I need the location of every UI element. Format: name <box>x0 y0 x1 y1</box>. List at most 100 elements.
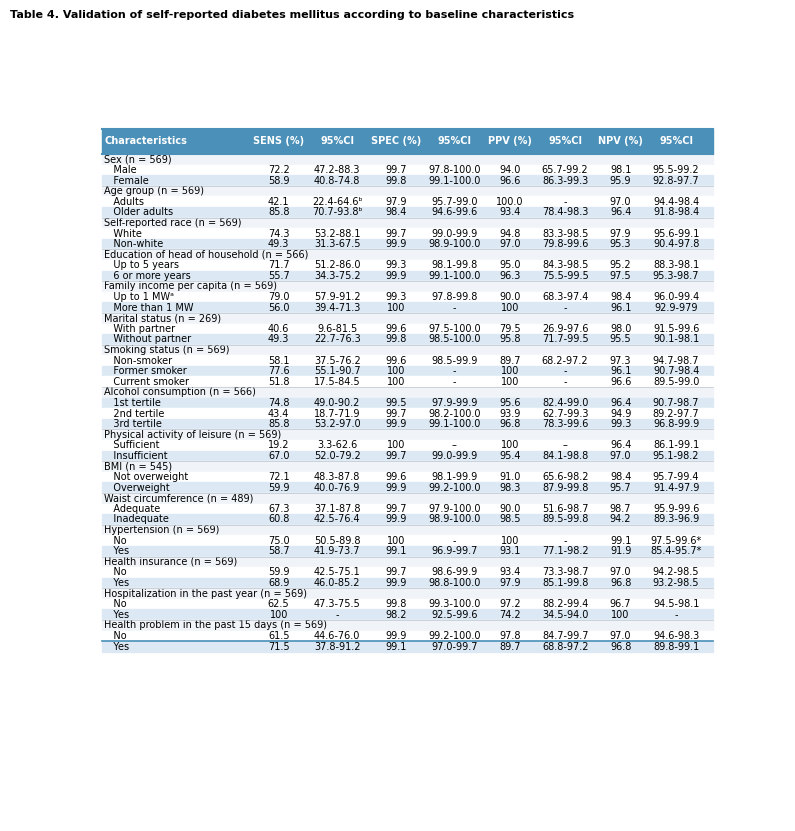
Text: 98.7: 98.7 <box>610 504 631 514</box>
Text: 99.9: 99.9 <box>385 514 406 524</box>
Text: 57.9-91.2: 57.9-91.2 <box>314 292 360 302</box>
Text: 97.9-100.0: 97.9-100.0 <box>428 504 480 514</box>
Text: –: – <box>563 440 568 450</box>
Text: 96.6: 96.6 <box>610 376 631 386</box>
Polygon shape <box>103 292 713 302</box>
Text: 18.7-71.9: 18.7-71.9 <box>314 409 360 419</box>
Text: 72.1: 72.1 <box>268 472 289 482</box>
Polygon shape <box>103 546 713 557</box>
Text: 85.1-99.8: 85.1-99.8 <box>542 578 588 588</box>
Text: 95%CI: 95%CI <box>437 136 471 146</box>
Polygon shape <box>103 482 713 493</box>
Text: 90.0: 90.0 <box>499 292 521 302</box>
Text: 100: 100 <box>501 536 519 546</box>
Text: 68.9: 68.9 <box>268 578 289 588</box>
Text: 61.5: 61.5 <box>268 631 289 641</box>
Text: 55.7: 55.7 <box>268 271 289 281</box>
Text: -: - <box>564 197 567 207</box>
Text: -: - <box>564 376 567 386</box>
Polygon shape <box>103 419 713 430</box>
Text: 22.7-76.3: 22.7-76.3 <box>314 334 361 344</box>
Text: 71.5: 71.5 <box>268 642 289 652</box>
Text: 93.1: 93.1 <box>499 546 521 556</box>
Text: 39.4-71.3: 39.4-71.3 <box>314 302 360 312</box>
Text: 98.3: 98.3 <box>499 483 521 493</box>
Polygon shape <box>103 567 713 578</box>
Text: 49.3: 49.3 <box>268 334 289 344</box>
Text: Hypertension (n = 569): Hypertension (n = 569) <box>104 525 219 535</box>
Text: 65.7-99.2: 65.7-99.2 <box>542 165 588 175</box>
Text: 93.4: 93.4 <box>499 568 521 578</box>
Text: 100: 100 <box>386 536 405 546</box>
Text: 78.3-99.6: 78.3-99.6 <box>542 419 588 429</box>
Text: 95.9-99.6: 95.9-99.6 <box>653 504 700 514</box>
Text: 96.8-99.9: 96.8-99.9 <box>653 419 699 429</box>
Text: 94.6-99.6: 94.6-99.6 <box>431 208 477 218</box>
Polygon shape <box>103 450 713 461</box>
Text: 37.1-87.8: 37.1-87.8 <box>314 504 360 514</box>
Polygon shape <box>103 588 713 599</box>
Text: 97.5-100.0: 97.5-100.0 <box>428 324 480 334</box>
Text: 53.2-97.0: 53.2-97.0 <box>314 419 360 429</box>
Text: Female: Female <box>104 175 149 185</box>
Polygon shape <box>103 323 713 334</box>
Text: 44.6-76.0: 44.6-76.0 <box>314 631 360 641</box>
Text: 74.3: 74.3 <box>268 229 289 238</box>
Text: 98.9-100.0: 98.9-100.0 <box>428 239 480 249</box>
Text: 94.5-98.1: 94.5-98.1 <box>653 599 700 609</box>
Polygon shape <box>103 609 713 620</box>
Polygon shape <box>103 207 713 218</box>
Text: 74.8: 74.8 <box>268 398 289 408</box>
Text: 97.8-99.8: 97.8-99.8 <box>431 292 478 302</box>
Text: 71.7: 71.7 <box>268 260 289 270</box>
Text: 97.8: 97.8 <box>499 631 521 641</box>
Text: 34.5-94.0: 34.5-94.0 <box>542 610 588 620</box>
Polygon shape <box>103 186 713 196</box>
Text: 95.6-99.1: 95.6-99.1 <box>653 229 700 238</box>
Text: 90.0: 90.0 <box>499 504 521 514</box>
Text: 95.7-99.4: 95.7-99.4 <box>653 472 700 482</box>
Text: 99.6: 99.6 <box>385 356 406 366</box>
Text: 92.5-99.6: 92.5-99.6 <box>431 610 478 620</box>
Text: 100: 100 <box>501 440 519 450</box>
Text: 85.8: 85.8 <box>268 208 289 218</box>
Text: 89.5-99.8: 89.5-99.8 <box>542 514 588 524</box>
Text: Adults: Adults <box>104 197 145 207</box>
Polygon shape <box>103 129 713 154</box>
Text: 99.7: 99.7 <box>385 504 406 514</box>
Text: 94.0: 94.0 <box>499 165 521 175</box>
Text: 95.0: 95.0 <box>499 260 521 270</box>
Text: 91.8-98.4: 91.8-98.4 <box>653 208 699 218</box>
Text: 85.8: 85.8 <box>268 419 289 429</box>
Text: 42.5-75.1: 42.5-75.1 <box>314 568 361 578</box>
Text: 89.5-99.0: 89.5-99.0 <box>653 376 700 386</box>
Text: 98.9-100.0: 98.9-100.0 <box>428 514 480 524</box>
Text: 91.0: 91.0 <box>499 472 521 482</box>
Text: 37.8-91.2: 37.8-91.2 <box>314 642 360 652</box>
Text: 56.0: 56.0 <box>268 302 289 312</box>
Polygon shape <box>103 238 713 249</box>
Text: 83.3-98.5: 83.3-98.5 <box>542 229 588 238</box>
Text: 6 or more years: 6 or more years <box>104 271 191 281</box>
Text: 99.3: 99.3 <box>385 292 406 302</box>
Text: 3rd tertile: 3rd tertile <box>104 419 162 429</box>
Text: Older adults: Older adults <box>104 208 173 218</box>
Text: 49.3: 49.3 <box>268 239 289 249</box>
Text: 9.6-81.5: 9.6-81.5 <box>317 324 357 334</box>
Text: 58.7: 58.7 <box>268 546 289 556</box>
Text: 59.9: 59.9 <box>268 483 289 493</box>
Polygon shape <box>103 535 713 546</box>
Text: 99.6: 99.6 <box>385 472 406 482</box>
Text: -: - <box>452 366 456 376</box>
Text: 94.7-98.7: 94.7-98.7 <box>653 356 700 366</box>
Text: 90.7-98.4: 90.7-98.4 <box>653 366 700 376</box>
Text: 67.0: 67.0 <box>268 451 289 461</box>
Polygon shape <box>103 218 713 229</box>
Text: 98.2: 98.2 <box>385 610 406 620</box>
Text: 58.1: 58.1 <box>268 356 289 366</box>
Text: 96.4: 96.4 <box>610 208 631 218</box>
Text: –: – <box>452 440 456 450</box>
Polygon shape <box>103 249 713 260</box>
Polygon shape <box>103 334 713 345</box>
Text: 97.5-99.6*: 97.5-99.6* <box>650 536 702 546</box>
